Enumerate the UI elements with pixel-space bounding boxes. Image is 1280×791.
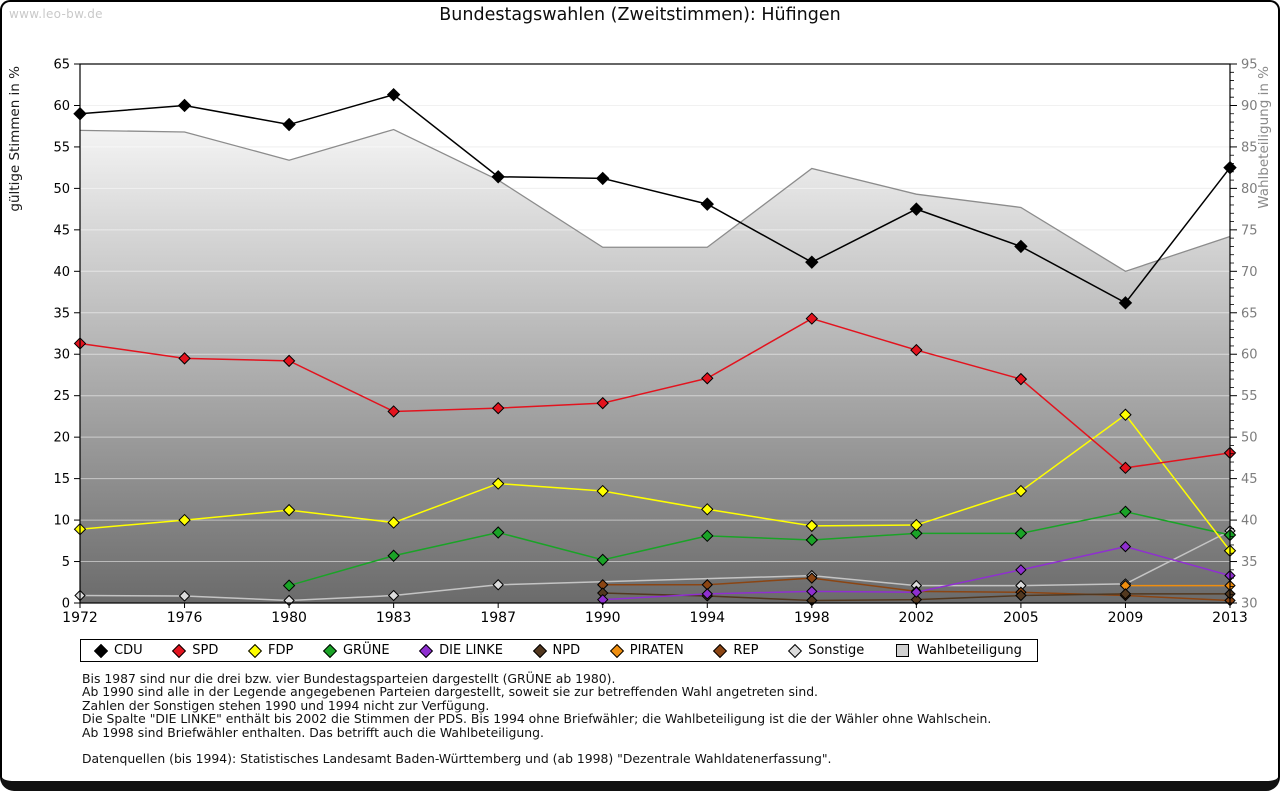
svg-text:1998: 1998: [794, 610, 830, 626]
series-piraten: [1119, 579, 1236, 592]
axes: 0 5 10 15 20 25 30 35 40 45 50 55 60 65 30 35 40 45 50 55 60…: [53, 58, 1257, 627]
die-linke-marker-icon: [419, 643, 434, 658]
svg-text:1983: 1983: [376, 610, 412, 626]
legend-label: REP: [733, 643, 759, 658]
svg-text:85: 85: [1241, 140, 1258, 155]
svg-text:1976: 1976: [167, 610, 203, 626]
footnote-line: Ab 1990 sind alle in der Legende angegeb…: [82, 684, 818, 700]
svg-text:45: 45: [53, 223, 70, 238]
legend-item-die-linke: DIE LINKE: [419, 643, 503, 658]
svg-text:2002: 2002: [899, 610, 935, 626]
svg-text:1990: 1990: [585, 610, 621, 626]
legend-label: NPD: [552, 643, 581, 658]
svg-text:2013: 2013: [1212, 610, 1248, 626]
legend-label: CDU: [114, 643, 143, 658]
svg-text:65: 65: [1241, 306, 1258, 321]
svg-text:45: 45: [1241, 472, 1258, 487]
footnote-line: Bis 1987 sind nur die drei bzw. vier Bun…: [82, 671, 616, 686]
legend-item-wahlbeteiligung: Wahlbeteiligung: [895, 643, 1022, 658]
legend-item-piraten: PIRATEN: [609, 643, 684, 658]
watermark-link[interactable]: www.leo-bw.de: [9, 7, 103, 21]
rep-marker-icon: [713, 643, 728, 658]
grüne-marker-icon: [322, 643, 338, 658]
footnote-line: Zahlen der Sonstigen stehen 1990 und 199…: [82, 697, 490, 713]
svg-text:40: 40: [1241, 514, 1258, 529]
spd-marker-icon: [172, 643, 187, 658]
npd-marker-icon: [532, 643, 547, 658]
series-spd: [73, 312, 1237, 475]
page-title: Bundestagswahlen (Zweitstimmen): Hüfinge…: [439, 5, 841, 25]
svg-text:1987: 1987: [480, 610, 516, 626]
series-wahlbeteiligung-area: [80, 129, 1230, 604]
svg-text:30: 30: [53, 348, 70, 363]
svg-text:65: 65: [53, 58, 70, 73]
series-die-linke: [597, 540, 1236, 606]
svg-text:50: 50: [1241, 431, 1258, 446]
svg-text:60: 60: [53, 99, 70, 114]
svg-text:55: 55: [53, 140, 70, 155]
svg-text:55: 55: [1241, 389, 1258, 404]
svg-text:1980: 1980: [271, 610, 307, 626]
legend-label: DIE LINKE: [439, 643, 503, 658]
series-wahlbeteiligung-line: [79, 128, 1231, 273]
svg-text:20: 20: [53, 431, 70, 446]
piraten-marker-icon: [609, 643, 624, 658]
svg-text:95: 95: [1241, 58, 1258, 73]
svg-text:1972: 1972: [62, 610, 98, 626]
svg-text:35: 35: [53, 306, 70, 321]
series-grüne: [282, 505, 1237, 592]
svg-text:0: 0: [62, 597, 70, 612]
svg-text:80: 80: [1241, 182, 1258, 197]
svg-text:15: 15: [53, 472, 70, 487]
footnote-line: [82, 739, 991, 752]
svg-text:90: 90: [1241, 99, 1258, 114]
legend-label: SPD: [192, 643, 219, 658]
legend-label: GRÜNE: [342, 643, 390, 658]
wahlbeteiligung-marker-icon: [895, 644, 909, 657]
legend-label: FDP: [268, 643, 294, 658]
right-axis-title: Wahlbeteiligung in %: [1256, 66, 1272, 209]
svg-text:30: 30: [1241, 597, 1258, 612]
line-chart-plot: 0 5 10 15 20 25 30 35 40 45 50 55 60 65 30 35 40 45 50 55 60…: [7, 58, 1272, 627]
svg-text:60: 60: [1241, 348, 1258, 363]
legend-item-spd: SPD: [172, 643, 219, 658]
svg-text:50: 50: [53, 182, 70, 197]
legend-label: Sonstige: [808, 643, 865, 658]
footnote-line: Datenquellen (bis 1994): Statistisches L…: [82, 751, 832, 767]
svg-text:2009: 2009: [1108, 610, 1144, 626]
legend-item-npd: NPD: [532, 643, 581, 658]
svg-text:35: 35: [1241, 555, 1258, 570]
legend-item-fdp: FDP: [247, 643, 294, 658]
svg-text:40: 40: [53, 265, 70, 280]
left-axis-title: gültige Stimmen in %: [7, 66, 23, 212]
svg-text:70: 70: [1241, 265, 1258, 280]
sonstige-marker-icon: [788, 643, 803, 658]
chart-legend: CDU SPD FDP GRÜNE DIE LINKE NPD PIRATEN REP Sons…: [80, 639, 1038, 662]
footnote-line: Ab 1998 sind Briefwähler enthalten. Das …: [82, 724, 544, 740]
legend-label: PIRATEN: [629, 643, 684, 658]
legend-item-cdu: CDU: [93, 643, 143, 658]
series-fdp: [73, 408, 1237, 557]
footnote-line: Die Spalte "DIE LINKE" enthält bis 2002 …: [82, 711, 992, 727]
legend-item-rep: REP: [713, 643, 759, 658]
legend-item-grüne: GRÜNE: [322, 643, 390, 658]
svg-text:5: 5: [62, 555, 70, 570]
legend-item-sonstige: Sonstige: [788, 643, 865, 658]
legend-label: Wahlbeteiligung: [916, 643, 1022, 658]
plot-border: [79, 63, 1231, 604]
svg-text:10: 10: [53, 514, 70, 529]
fdp-marker-icon: [247, 643, 263, 658]
chart-footnotes: Bis 1987 sind nur die drei bzw. vier Bun…: [82, 672, 991, 766]
svg-text:75: 75: [1241, 223, 1258, 238]
cdu-marker-icon: [93, 643, 109, 658]
svg-text:25: 25: [53, 389, 70, 404]
svg-text:1994: 1994: [689, 610, 725, 626]
svg-text:2005: 2005: [1003, 610, 1039, 626]
